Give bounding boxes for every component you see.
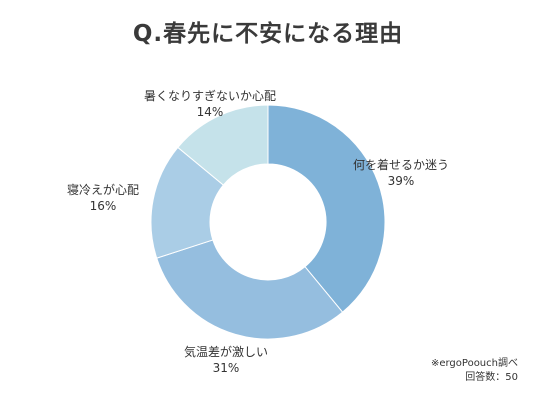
slice-label-temperature: 気温差が激しい 31% <box>184 344 268 376</box>
slice-category-label: 気温差が激しい <box>183 345 269 359</box>
respondent-count: 回答数：50 <box>465 372 518 383</box>
slice-value-label: 39% <box>387 174 415 188</box>
slice-clothing <box>267 104 386 313</box>
footnote: ※ergoPoouch調べ 回答数：50 <box>431 357 518 385</box>
chart-title: Q.春先に不安になる理由 <box>132 21 404 47</box>
slice-value-label: 31% <box>212 361 240 375</box>
slice-value-label: 14% <box>196 105 224 119</box>
slice-label-overheat: 暑くなりすぎないか心配 14% <box>144 88 276 120</box>
slice-label-cold-sleep: 寝冷えが心配 16% <box>67 182 139 214</box>
slice-label-clothing: 何を着せるか迷う 39% <box>353 157 449 189</box>
slice-temperature <box>156 239 344 340</box>
source-note: ※ergoPoouch調べ <box>430 358 518 369</box>
slice-category-label: 寝冷えが心配 <box>66 183 140 197</box>
slice-category-label: 何を着せるか迷う <box>352 158 450 172</box>
slice-overheat <box>177 104 269 186</box>
slice-value-label: 16% <box>89 199 117 213</box>
slice-category-label: 暑くなりすぎないか心配 <box>143 89 277 103</box>
